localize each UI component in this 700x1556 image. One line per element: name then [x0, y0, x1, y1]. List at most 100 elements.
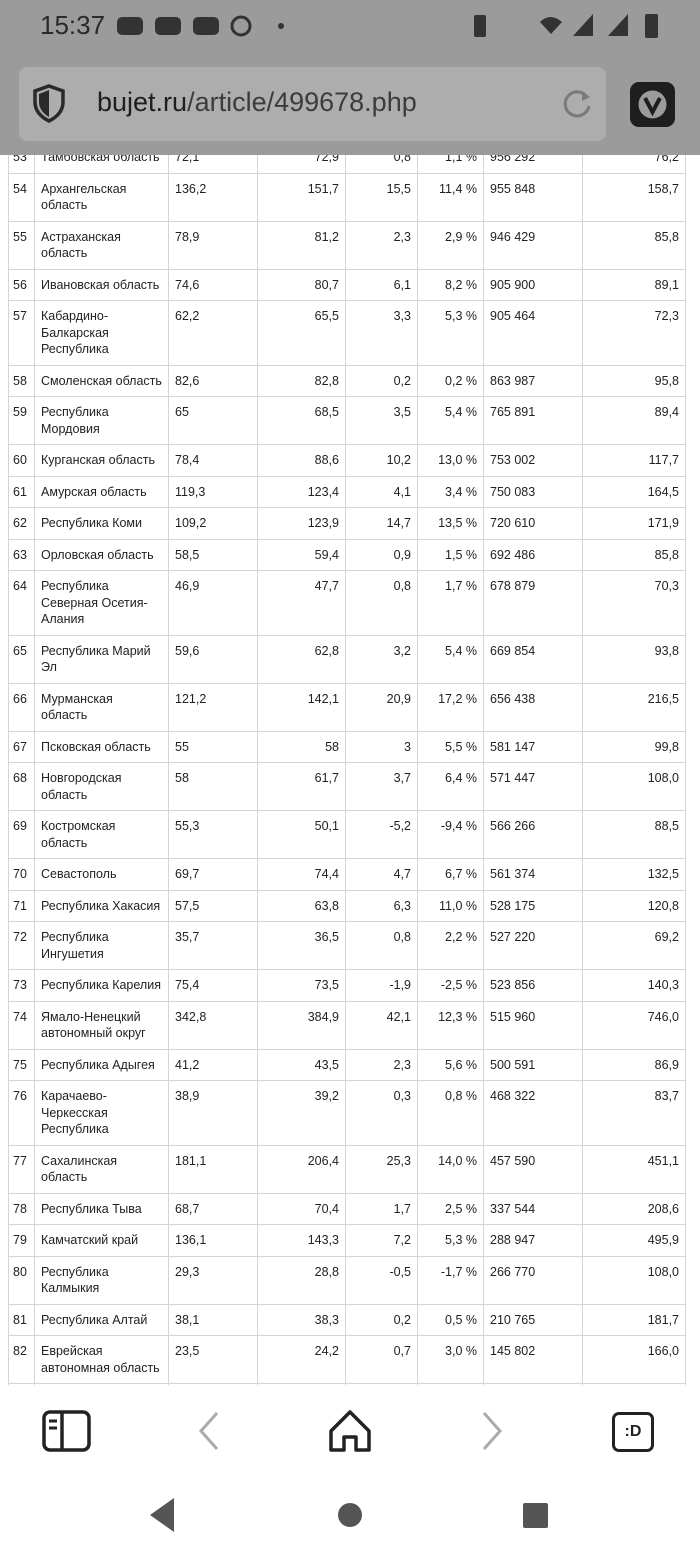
per-capita: 70,3	[582, 570, 686, 636]
percent-change: 5,4 %	[417, 634, 484, 684]
row-number: 69	[8, 810, 35, 859]
value-b: 74,4	[257, 858, 346, 891]
row-number: 53	[8, 155, 35, 174]
value-b: 142,1	[257, 682, 346, 732]
percent-change: 0,2 %	[417, 364, 484, 397]
value-a: 109,2	[168, 507, 258, 540]
table-row: 80 Республика Калмыкия 29,3 28,8 -0,5 -1,7 % 2…	[8, 1255, 686, 1305]
value-a: 57,5	[168, 889, 258, 922]
vivaldi-icon[interactable]	[630, 82, 700, 156]
region-name: Республика Алтай	[34, 1303, 169, 1336]
table-row: 55 Астраханская область 78,9 81,2 2,3 2,9 % 94…	[8, 220, 686, 270]
value-a: 23,5	[168, 1335, 258, 1384]
table-row: 67 Псковская область 55 58 3 5,5 % 581 147 99,8	[8, 730, 686, 763]
profile-button[interactable]: :D	[612, 1412, 654, 1452]
row-number: 78	[8, 1192, 35, 1225]
population: 678 879	[483, 570, 583, 636]
per-capita: 534,5	[582, 1383, 686, 1385]
difference: 42,1	[345, 1000, 418, 1050]
per-capita: 99,8	[582, 730, 686, 763]
table-row: 54 Архангельская область 136,2 151,7 15,5 11,…	[8, 172, 686, 222]
difference: 4,7	[345, 858, 418, 891]
population: 956 292	[483, 155, 583, 174]
url-bar[interactable]: bujet.ru/article/499678.php	[19, 67, 606, 141]
population: 905 464	[483, 300, 583, 366]
region-name: Республика Тыва	[34, 1192, 169, 1225]
row-number: 67	[8, 730, 35, 763]
bottom-bars: :D	[0, 1385, 700, 1556]
table-row: 65 Республика Марий Эл 59,6 62,8 3,2 5,4 % 669…	[8, 634, 686, 684]
row-number: 65	[8, 634, 35, 684]
table-row: 57 Кабардино-Балкарская Республика 62,2 65,…	[8, 300, 686, 366]
row-number: 66	[8, 682, 35, 732]
population: 288 947	[483, 1224, 583, 1257]
row-number: 57	[8, 300, 35, 366]
region-name: Сахалинская область	[34, 1144, 169, 1194]
value-a: 136,2	[168, 172, 258, 222]
percent-change: 17,2 %	[417, 682, 484, 732]
reload-icon[interactable]	[560, 87, 594, 121]
table-row: 82 Еврейская автономная область 23,5 24,2 0,…	[8, 1335, 686, 1384]
row-number: 79	[8, 1224, 35, 1257]
value-b: 59,4	[257, 538, 346, 571]
population: 720 610	[483, 507, 583, 540]
value-a: 55	[168, 730, 258, 763]
percent-change: 2,5 %	[417, 1192, 484, 1225]
difference: -1,9	[345, 969, 418, 1002]
table-row: 81 Республика Алтай 38,1 38,3 0,2 0,5 % 210 76…	[8, 1303, 686, 1336]
region-name: Смоленская область	[34, 364, 169, 397]
region-name: Республика Калмыкия	[34, 1255, 169, 1305]
percent-change: 13,5 %	[417, 507, 484, 540]
per-capita: 69,2	[582, 921, 686, 970]
region-name: Республика Северная Осетия-Алания	[34, 570, 169, 636]
value-b: 123,9	[257, 507, 346, 540]
region-name: Республика Коми	[34, 507, 169, 540]
value-b: 123,4	[257, 475, 346, 508]
per-capita: 88,5	[582, 810, 686, 859]
percent-change: 11,0 %	[417, 889, 484, 922]
table-row: 58 Смоленская область 82,6 82,8 0,2 0,2 % 863 …	[8, 364, 686, 397]
difference: 0,8	[345, 155, 418, 174]
difference: 14,7	[345, 507, 418, 540]
percent-change: 12,3 %	[417, 1000, 484, 1050]
per-capita: 117,7	[582, 444, 686, 477]
row-number: 80	[8, 1255, 35, 1305]
value-a: 121,2	[168, 682, 258, 732]
difference: 0,2	[345, 1303, 418, 1336]
difference: 3,7	[345, 762, 418, 811]
per-capita: 746,0	[582, 1000, 686, 1050]
value-a: 69,7	[168, 858, 258, 891]
value-a: 75,4	[168, 969, 258, 1002]
data-table: 53 Тамбовская область 72,1 72,9 0,8 1,1 % 956 …	[8, 155, 686, 1385]
per-capita: 108,0	[582, 762, 686, 811]
region-name: Астраханская область	[34, 220, 169, 270]
row-number: 71	[8, 889, 35, 922]
population: 669 854	[483, 634, 583, 684]
table-row: 70 Севастополь 69,7 74,4 4,7 6,7 % 561 374 132,…	[8, 858, 686, 891]
population: 566 266	[483, 810, 583, 859]
url-host: bujet.ru	[97, 87, 188, 117]
region-name: Курганская область	[34, 444, 169, 477]
population: 266 770	[483, 1255, 583, 1305]
difference: 10,2	[345, 444, 418, 477]
percent-change: 14,0 %	[417, 1144, 484, 1194]
row-number: 63	[8, 538, 35, 571]
population: 955 848	[483, 172, 583, 222]
value-b: 38,3	[257, 1303, 346, 1336]
value-b: 80,7	[257, 268, 346, 301]
difference: 7,2	[345, 1224, 418, 1257]
population: 750 083	[483, 475, 583, 508]
status-icons	[117, 14, 658, 38]
percent-change: 5,3 %	[417, 300, 484, 366]
percent-change: 2,2 %	[417, 921, 484, 970]
value-b: 88,6	[257, 444, 346, 477]
value-a: 68,7	[168, 1192, 258, 1225]
value-b: 50,1	[257, 810, 346, 859]
row-number: 58	[8, 364, 35, 397]
region-name: Республика Хакасия	[34, 889, 169, 922]
table-row: 62 Республика Коми 109,2 123,9 14,7 13,5 % 720…	[8, 507, 686, 540]
per-capita: 495,9	[582, 1224, 686, 1257]
value-b: 384,9	[257, 1000, 346, 1050]
difference: 3	[345, 730, 418, 763]
value-b: 58	[257, 730, 346, 763]
